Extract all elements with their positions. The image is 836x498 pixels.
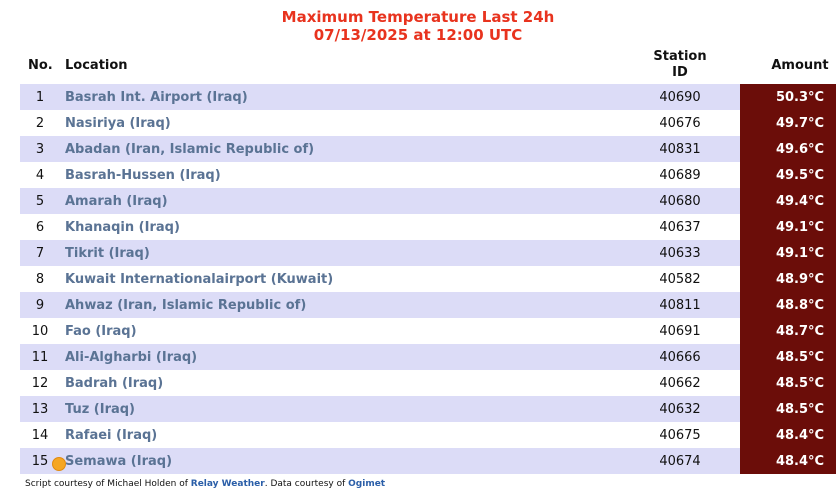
row-number: 6	[20, 214, 60, 240]
row-location[interactable]: Fao (Iraq)	[60, 318, 620, 344]
row-location[interactable]: Rafaei (Iraq)	[60, 422, 620, 448]
row-station-id: 40633	[620, 240, 740, 266]
row-amount: 48.9°C	[740, 266, 836, 292]
row-station-id: 40689	[620, 162, 740, 188]
table-row: 10 Fao (Iraq) 40691 48.7°C	[20, 318, 836, 344]
row-location[interactable]: Basrah-Hussen (Iraq)	[60, 162, 620, 188]
row-station-id: 40666	[620, 344, 740, 370]
footer-prefix: Script courtesy of Michael Holden of	[25, 479, 191, 489]
row-number: 3	[20, 136, 60, 162]
table-row: 14 Rafaei (Iraq) 40675 48.4°C	[20, 422, 836, 448]
table-row: 13 Tuz (Iraq) 40632 48.5°C	[20, 396, 836, 422]
footer-credits: Script courtesy of Michael Holden of Rel…	[25, 479, 385, 489]
temperature-table: No. Location Station ID Amount 1 Basrah I…	[20, 46, 836, 474]
row-station-id: 40690	[620, 84, 740, 110]
header-amount: Amount	[771, 57, 829, 73]
row-number: 7	[20, 240, 60, 266]
row-station-id: 40632	[620, 396, 740, 422]
page-subtitle-date: 07/13/2025 at 12:00 UTC	[313, 26, 523, 44]
row-number: 11	[20, 344, 60, 370]
row-location[interactable]: Tuz (Iraq)	[60, 396, 620, 422]
table-row: 9 Ahwaz (Iran, Islamic Republic of) 40811 4…	[20, 292, 836, 318]
header-station-id-line1: Station	[653, 49, 707, 64]
row-location[interactable]: Kuwait Internationalairport (Kuwait)	[60, 266, 620, 292]
row-number: 9	[20, 292, 60, 318]
row-number: 13	[20, 396, 60, 422]
row-amount: 48.4°C	[740, 422, 836, 448]
row-location[interactable]: Ali-Algharbi (Iraq)	[60, 344, 620, 370]
row-location[interactable]: Tikrit (Iraq)	[60, 240, 620, 266]
table-row: 3 Abadan (Iran, Islamic Republic of) 40831…	[20, 136, 836, 162]
row-number: 8	[20, 266, 60, 292]
row-number: 4	[20, 162, 60, 188]
table-row: 12 Badrah (Iraq) 40662 48.5°C	[20, 370, 836, 396]
header-no: No.	[28, 57, 53, 73]
row-station-id: 40676	[620, 110, 740, 136]
marker-dot-icon	[52, 457, 66, 471]
row-station-id: 40680	[620, 188, 740, 214]
row-number: 2	[20, 110, 60, 136]
page-title: Maximum Temperature Last 24h	[281, 8, 555, 26]
row-station-id: 40662	[620, 370, 740, 396]
row-number: 14	[20, 422, 60, 448]
row-station-id: 40637	[620, 214, 740, 240]
row-amount: 49.1°C	[740, 214, 836, 240]
table-row: 11 Ali-Algharbi (Iraq) 40666 48.5°C	[20, 344, 836, 370]
row-station-id: 40831	[620, 136, 740, 162]
row-amount: 49.6°C	[740, 136, 836, 162]
header-location: Location	[65, 57, 128, 73]
row-amount: 48.8°C	[740, 292, 836, 318]
header-station-id-line2: ID	[672, 65, 688, 80]
ogimet-link[interactable]: Ogimet	[348, 479, 386, 489]
row-amount: 49.4°C	[740, 188, 836, 214]
row-amount: 48.5°C	[740, 370, 836, 396]
table-row: 7 Tikrit (Iraq) 40633 49.1°C	[20, 240, 836, 266]
row-number: 10	[20, 318, 60, 344]
row-amount: 49.7°C	[740, 110, 836, 136]
table-row: 5 Amarah (Iraq) 40680 49.4°C	[20, 188, 836, 214]
row-location[interactable]: Abadan (Iran, Islamic Republic of)	[60, 136, 620, 162]
row-amount: 48.5°C	[740, 396, 836, 422]
row-location[interactable]: Amarah (Iraq)	[60, 188, 620, 214]
relay-weather-link[interactable]: Relay Weather	[190, 479, 265, 489]
footer-middle: . Data courtesy of	[264, 479, 349, 489]
row-station-id: 40674	[620, 448, 740, 474]
row-amount: 49.5°C	[740, 162, 836, 188]
table-row: 2 Nasiriya (Iraq) 40676 49.7°C	[20, 110, 836, 136]
row-location[interactable]: Khanaqin (Iraq)	[60, 214, 620, 240]
table-row: 1 Basrah Int. Airport (Iraq) 40690 50.3°C	[20, 84, 836, 110]
header-station-id: Station ID	[620, 46, 740, 84]
row-station-id: 40811	[620, 292, 740, 318]
row-location[interactable]: Ahwaz (Iran, Islamic Republic of)	[60, 292, 620, 318]
table-row: 15 Semawa (Iraq) 40674 48.4°C	[20, 448, 836, 474]
row-station-id: 40691	[620, 318, 740, 344]
row-amount: 50.3°C	[740, 84, 836, 110]
row-amount: 48.5°C	[740, 344, 836, 370]
row-station-id: 40582	[620, 266, 740, 292]
row-number: 5	[20, 188, 60, 214]
row-location[interactable]: Semawa (Iraq)	[60, 448, 620, 474]
table-row: 8 Kuwait Internationalairport (Kuwait) 405…	[20, 266, 836, 292]
row-number: 1	[20, 84, 60, 110]
row-location[interactable]: Nasiriya (Iraq)	[60, 110, 620, 136]
row-location[interactable]: Basrah Int. Airport (Iraq)	[60, 84, 620, 110]
row-location[interactable]: Badrah (Iraq)	[60, 370, 620, 396]
row-amount: 48.4°C	[740, 448, 836, 474]
row-amount: 49.1°C	[740, 240, 836, 266]
row-station-id: 40675	[620, 422, 740, 448]
table-header-row: No. Location Station ID Amount	[20, 46, 836, 84]
row-amount: 48.7°C	[740, 318, 836, 344]
row-number: 12	[20, 370, 60, 396]
table-row: 4 Basrah-Hussen (Iraq) 40689 49.5°C	[20, 162, 836, 188]
table-row: 6 Khanaqin (Iraq) 40637 49.1°C	[20, 214, 836, 240]
